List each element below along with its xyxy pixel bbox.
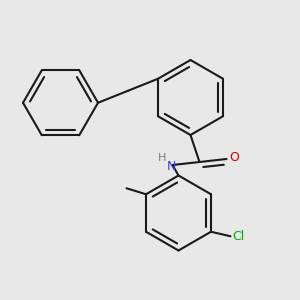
Text: O: O <box>229 151 239 164</box>
Text: Cl: Cl <box>232 230 244 243</box>
Text: N: N <box>166 160 176 173</box>
Text: H: H <box>158 153 166 164</box>
